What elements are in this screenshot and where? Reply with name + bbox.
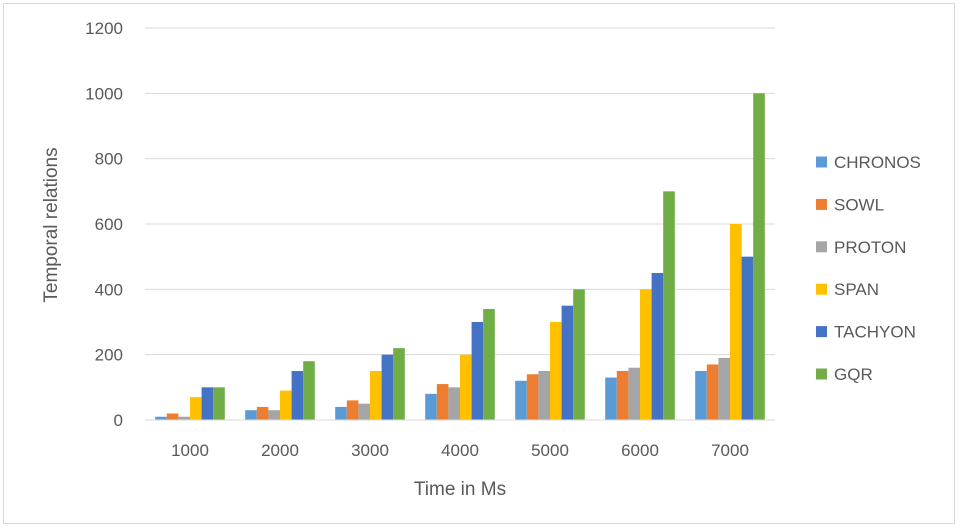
x-tick-label: 1000 [171,441,209,460]
bar-gqr-7000 [753,93,765,420]
bar-gqr-6000 [663,191,675,420]
legend-swatch-tachyon [816,326,827,338]
bar-gqr-5000 [573,289,585,420]
bar-gqr-1000 [213,387,225,420]
bars [155,93,765,420]
bar-gqr-3000 [393,348,405,420]
legend-swatch-sowl [816,198,827,210]
bar-tachyon-3000 [381,354,394,420]
y-tick-label: 400 [95,280,123,299]
x-axis-ticks: 1000 2000 3000 4000 5000 6000 7000 [171,441,749,460]
legend-label-gqr: GQR [834,365,873,384]
bar-proton-4000 [448,387,460,420]
bar-span-6000 [640,289,652,420]
bar-proton-2000 [268,410,280,420]
x-axis-title: Time in Ms [414,479,506,500]
x-tick-label: 5000 [531,441,569,460]
bar-proton-7000 [718,357,730,420]
legend-swatch-span [816,283,827,295]
y-tick-label: 600 [95,215,123,234]
bar-span-2000 [280,390,292,420]
bar-span-3000 [370,371,382,420]
y-tick-label: 800 [95,150,123,169]
bar-span-7000 [730,224,742,420]
bar-chronos-2000 [245,410,257,420]
legend-swatch-chronos [816,156,827,168]
bar-tachyon-4000 [471,322,484,420]
y-tick-label: 1200 [85,19,123,38]
legend-label-sowl: SOWL [834,195,884,214]
bar-sowl-3000 [346,400,359,420]
bar-span-1000 [190,397,202,420]
x-tick-label: 2000 [261,441,299,460]
x-tick-label: 4000 [441,441,479,460]
legend-label-tachyon: TACHYON [834,323,916,342]
gridlines [145,27,775,356]
y-tick-label: 0 [114,411,123,430]
chart-frame [3,3,955,524]
bar-chronos-7000 [695,371,707,420]
y-tick-label: 200 [95,346,123,365]
legend-label-proton: PROTON [834,238,906,257]
bar-proton-1000 [178,416,190,420]
bar-proton-6000 [628,367,640,420]
bar-span-4000 [460,354,472,420]
legend-label-span: SPAN [834,280,879,299]
legend-label-chronos: CHRONOS [834,153,921,172]
bar-sowl-2000 [256,406,269,420]
legend: CHRONOS SOWL PROTON SPAN TACHYON GQR [816,153,921,384]
bar-span-5000 [550,322,562,420]
bar-tachyon-7000 [741,256,754,420]
bar-chronos-5000 [515,380,527,420]
bar-tachyon-1000 [201,387,214,420]
bar-chronos-4000 [425,393,437,420]
bar-chronos-1000 [155,416,167,420]
bar-sowl-5000 [526,374,539,420]
legend-swatch-proton [816,241,827,253]
bar-sowl-6000 [616,371,629,420]
bar-tachyon-6000 [651,273,664,420]
bar-gqr-2000 [303,361,315,420]
bar-sowl-1000 [166,413,179,420]
y-axis-ticks: 0 200 400 600 800 1000 1200 [85,19,123,430]
bar-chronos-6000 [605,377,617,420]
x-tick-label: 7000 [711,441,749,460]
y-tick-label: 1000 [85,84,123,103]
bar-chronos-3000 [335,406,347,420]
bar-sowl-7000 [706,364,719,420]
y-axis-title: Temporal relations [41,147,62,302]
x-tick-label: 6000 [621,441,659,460]
bar-gqr-4000 [483,308,495,420]
legend-swatch-gqr [816,368,827,380]
bar-proton-5000 [538,371,550,420]
bar-tachyon-5000 [561,305,574,420]
bar-tachyon-2000 [291,371,304,420]
bar-proton-3000 [358,403,370,420]
x-tick-label: 3000 [351,441,389,460]
bar-sowl-4000 [436,384,449,420]
